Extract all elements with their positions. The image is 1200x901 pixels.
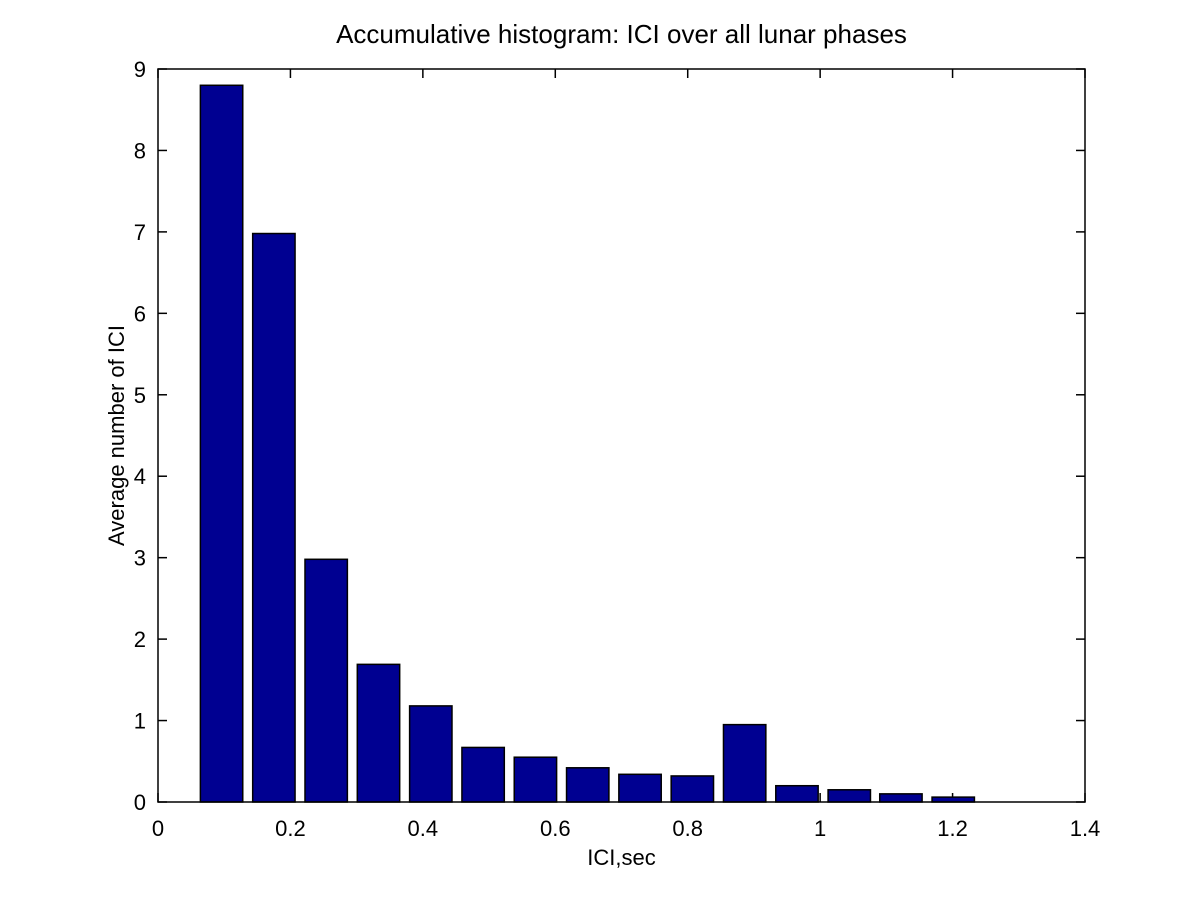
histogram-bar — [199, 84, 244, 803]
x-tick-label: 0.2 — [275, 816, 306, 841]
histogram-bar — [356, 663, 401, 803]
x-tick-label: 1.2 — [937, 816, 968, 841]
histogram-bar — [304, 558, 349, 803]
plot-frame — [157, 68, 1086, 803]
x-tick-label: 1.4 — [1070, 816, 1101, 841]
chart-title: Accumulative histogram: ICI over all lun… — [336, 19, 907, 49]
histogram-bar — [775, 784, 819, 803]
histogram-bar — [670, 775, 715, 803]
y-tick-label: 7 — [134, 220, 146, 245]
histogram-bar — [722, 723, 767, 803]
x-tick-labels: 0 0.2 0.4 0.6 0.8 1 1.2 1.4 — [152, 816, 1100, 841]
x-tick-label: 0.6 — [540, 816, 571, 841]
histogram-bar — [618, 773, 662, 803]
y-tick-label: 1 — [134, 709, 146, 734]
y-tick-label: 8 — [134, 138, 146, 163]
y-tick-label: 5 — [134, 383, 146, 408]
x-tick-label: 1 — [814, 816, 826, 841]
histogram-bar — [408, 705, 453, 803]
y-tick-label: 4 — [134, 464, 146, 489]
histogram-bar — [461, 746, 506, 803]
histogram-bar — [251, 232, 296, 803]
histogram-bar — [565, 767, 610, 803]
x-tick-label: 0.4 — [408, 816, 439, 841]
histogram-bar — [878, 793, 923, 803]
y-tick-label: 9 — [134, 57, 146, 82]
histogram-bar — [513, 756, 558, 803]
y-tick-labels: 0 1 2 3 4 5 6 7 8 9 — [134, 57, 146, 815]
y-tick-label: 2 — [134, 627, 146, 652]
histogram-bars — [199, 84, 976, 803]
x-axis-label: ICI,sec — [587, 845, 655, 870]
histogram-bar — [827, 789, 872, 803]
y-axis-label: Average number of ICI — [104, 325, 129, 546]
axis-ticks — [157, 68, 1086, 803]
y-tick-label: 0 — [134, 790, 146, 815]
y-tick-label: 6 — [134, 301, 146, 326]
y-tick-label: 3 — [134, 546, 146, 571]
x-tick-label: 0 — [152, 816, 164, 841]
x-tick-label: 0.8 — [672, 816, 703, 841]
